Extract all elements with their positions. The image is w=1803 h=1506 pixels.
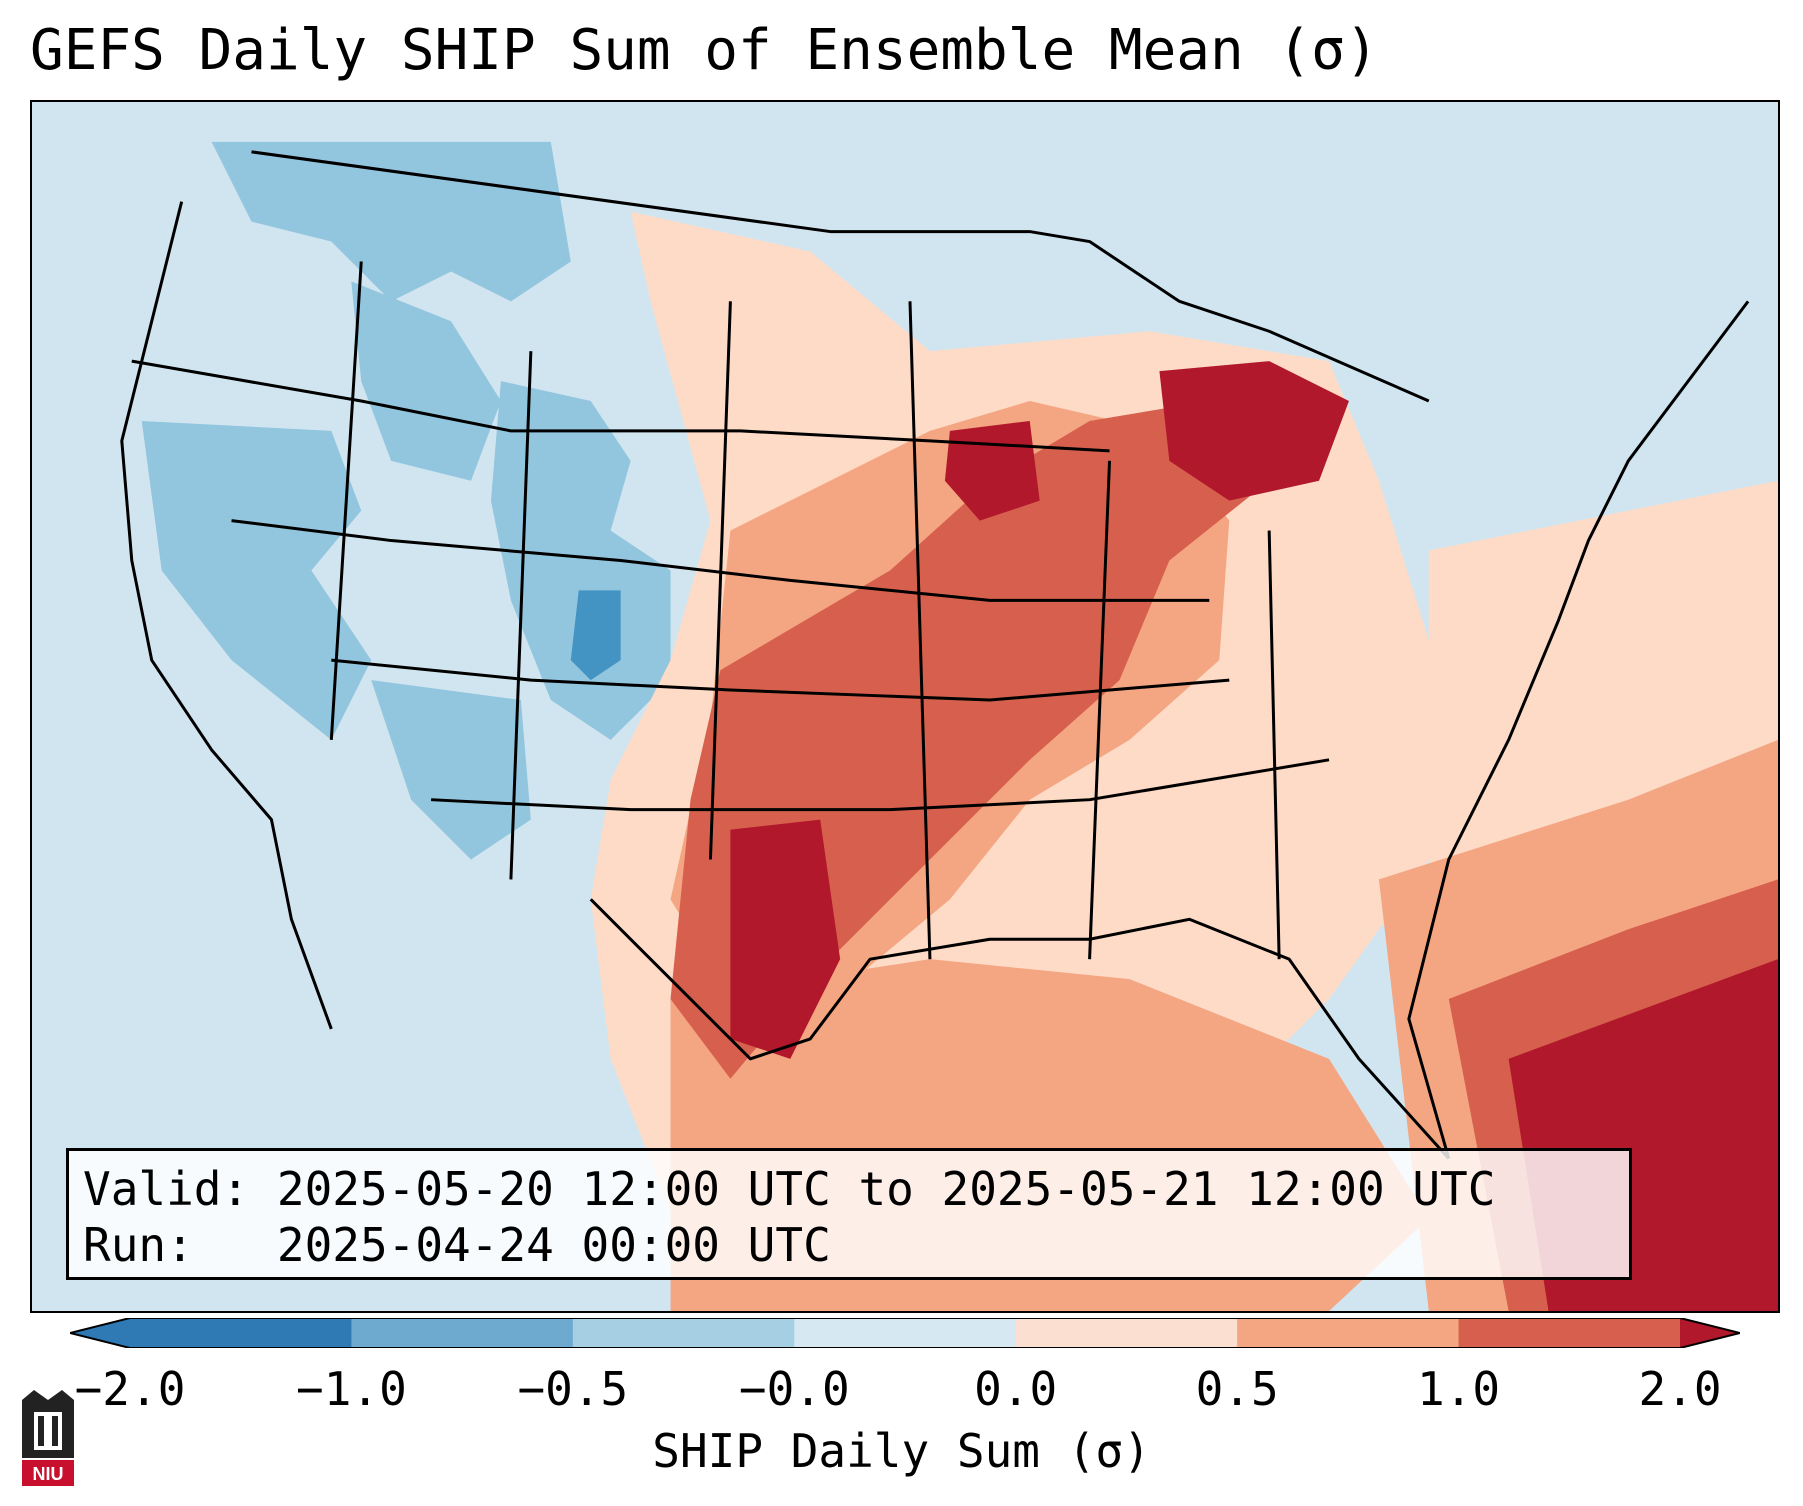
run-label: Run: [83, 1218, 194, 1272]
state-grid-1 [131, 359, 1110, 453]
colorbar-tick-label: 2.0 [1638, 1362, 1722, 1416]
map-panel [30, 100, 1780, 1313]
valid-value: 2025-05-20 12:00 UTC to 2025-05-21 12:00… [276, 1162, 1496, 1216]
run-value: 2025-04-24 00:00 UTC [276, 1218, 831, 1272]
east-coast-line [1407, 300, 1750, 1159]
colorbar-tick-label: 0.0 [974, 1362, 1058, 1416]
pacific-northwest-blue [211, 141, 571, 302]
state-grid-3 [331, 658, 1230, 702]
colorbar-extend-high [1680, 1318, 1740, 1348]
gulf-coast-line [589, 898, 1450, 1160]
idaho-blue [351, 281, 501, 481]
state-grid-2 [231, 519, 1210, 602]
ship-anomaly-map [32, 102, 1778, 1311]
state-grid-4 [431, 758, 1330, 812]
colorbar-segment [1015, 1318, 1238, 1348]
wyoming-colorado-blue [490, 381, 671, 740]
colorbar-label: SHIP Daily Sum (σ) [652, 1424, 1151, 1478]
colorbar-tick-label: −0.0 [738, 1362, 850, 1416]
colorbar-tick-label: −2.0 [74, 1362, 186, 1416]
colorbar-segment [1237, 1318, 1460, 1348]
state-grid-v4 [908, 301, 932, 960]
valid-row: Valid: 2025-05-20 12:00 UTC to 2025-05-2… [83, 1161, 1615, 1217]
great-lakes-max-red [1159, 361, 1349, 501]
niu-logo: NIU [22, 1390, 74, 1486]
canada-border [251, 150, 1430, 403]
political-boundaries [120, 150, 1750, 1160]
colorbar-segment [572, 1318, 795, 1348]
colorbar-segment [351, 1318, 574, 1348]
state-grid-v6 [1267, 530, 1281, 960]
validity-info-box: Valid: 2025-05-20 12:00 UTC to 2025-05-2… [66, 1148, 1632, 1280]
colorbar-tick-label: 0.5 [1195, 1362, 1279, 1416]
colorbar-tick-label: −1.0 [296, 1362, 407, 1416]
arizona-blue [371, 680, 531, 860]
colorbar-segment [794, 1318, 1017, 1348]
chart-title: GEFS Daily SHIP Sum of Ensemble Mean (σ) [30, 18, 1379, 83]
run-row: Run: 2025-04-24 00:00 UTC [83, 1217, 1615, 1273]
colorbar-extend-low [70, 1318, 130, 1348]
colorado-core-blue [570, 590, 621, 681]
texas-max-red [730, 819, 841, 1059]
positive-anomaly-regions [590, 211, 1778, 1311]
west-coast-line [120, 201, 333, 1030]
state-grid-v5 [1088, 460, 1112, 960]
svg-text:NIU: NIU [33, 1464, 64, 1484]
colorbar [70, 1318, 1740, 1348]
state-grid-v2 [509, 351, 533, 880]
great-basin-blue [141, 420, 372, 740]
colorbar-segment [1458, 1318, 1681, 1348]
colorbar-tick-label: 1.0 [1417, 1362, 1501, 1416]
valid-label: Valid: [83, 1162, 250, 1216]
colorbar-segment [130, 1318, 352, 1348]
colorbar-tick-label: −0.5 [517, 1362, 629, 1416]
state-grid-v3 [708, 301, 732, 860]
state-grid-v1 [329, 261, 363, 740]
